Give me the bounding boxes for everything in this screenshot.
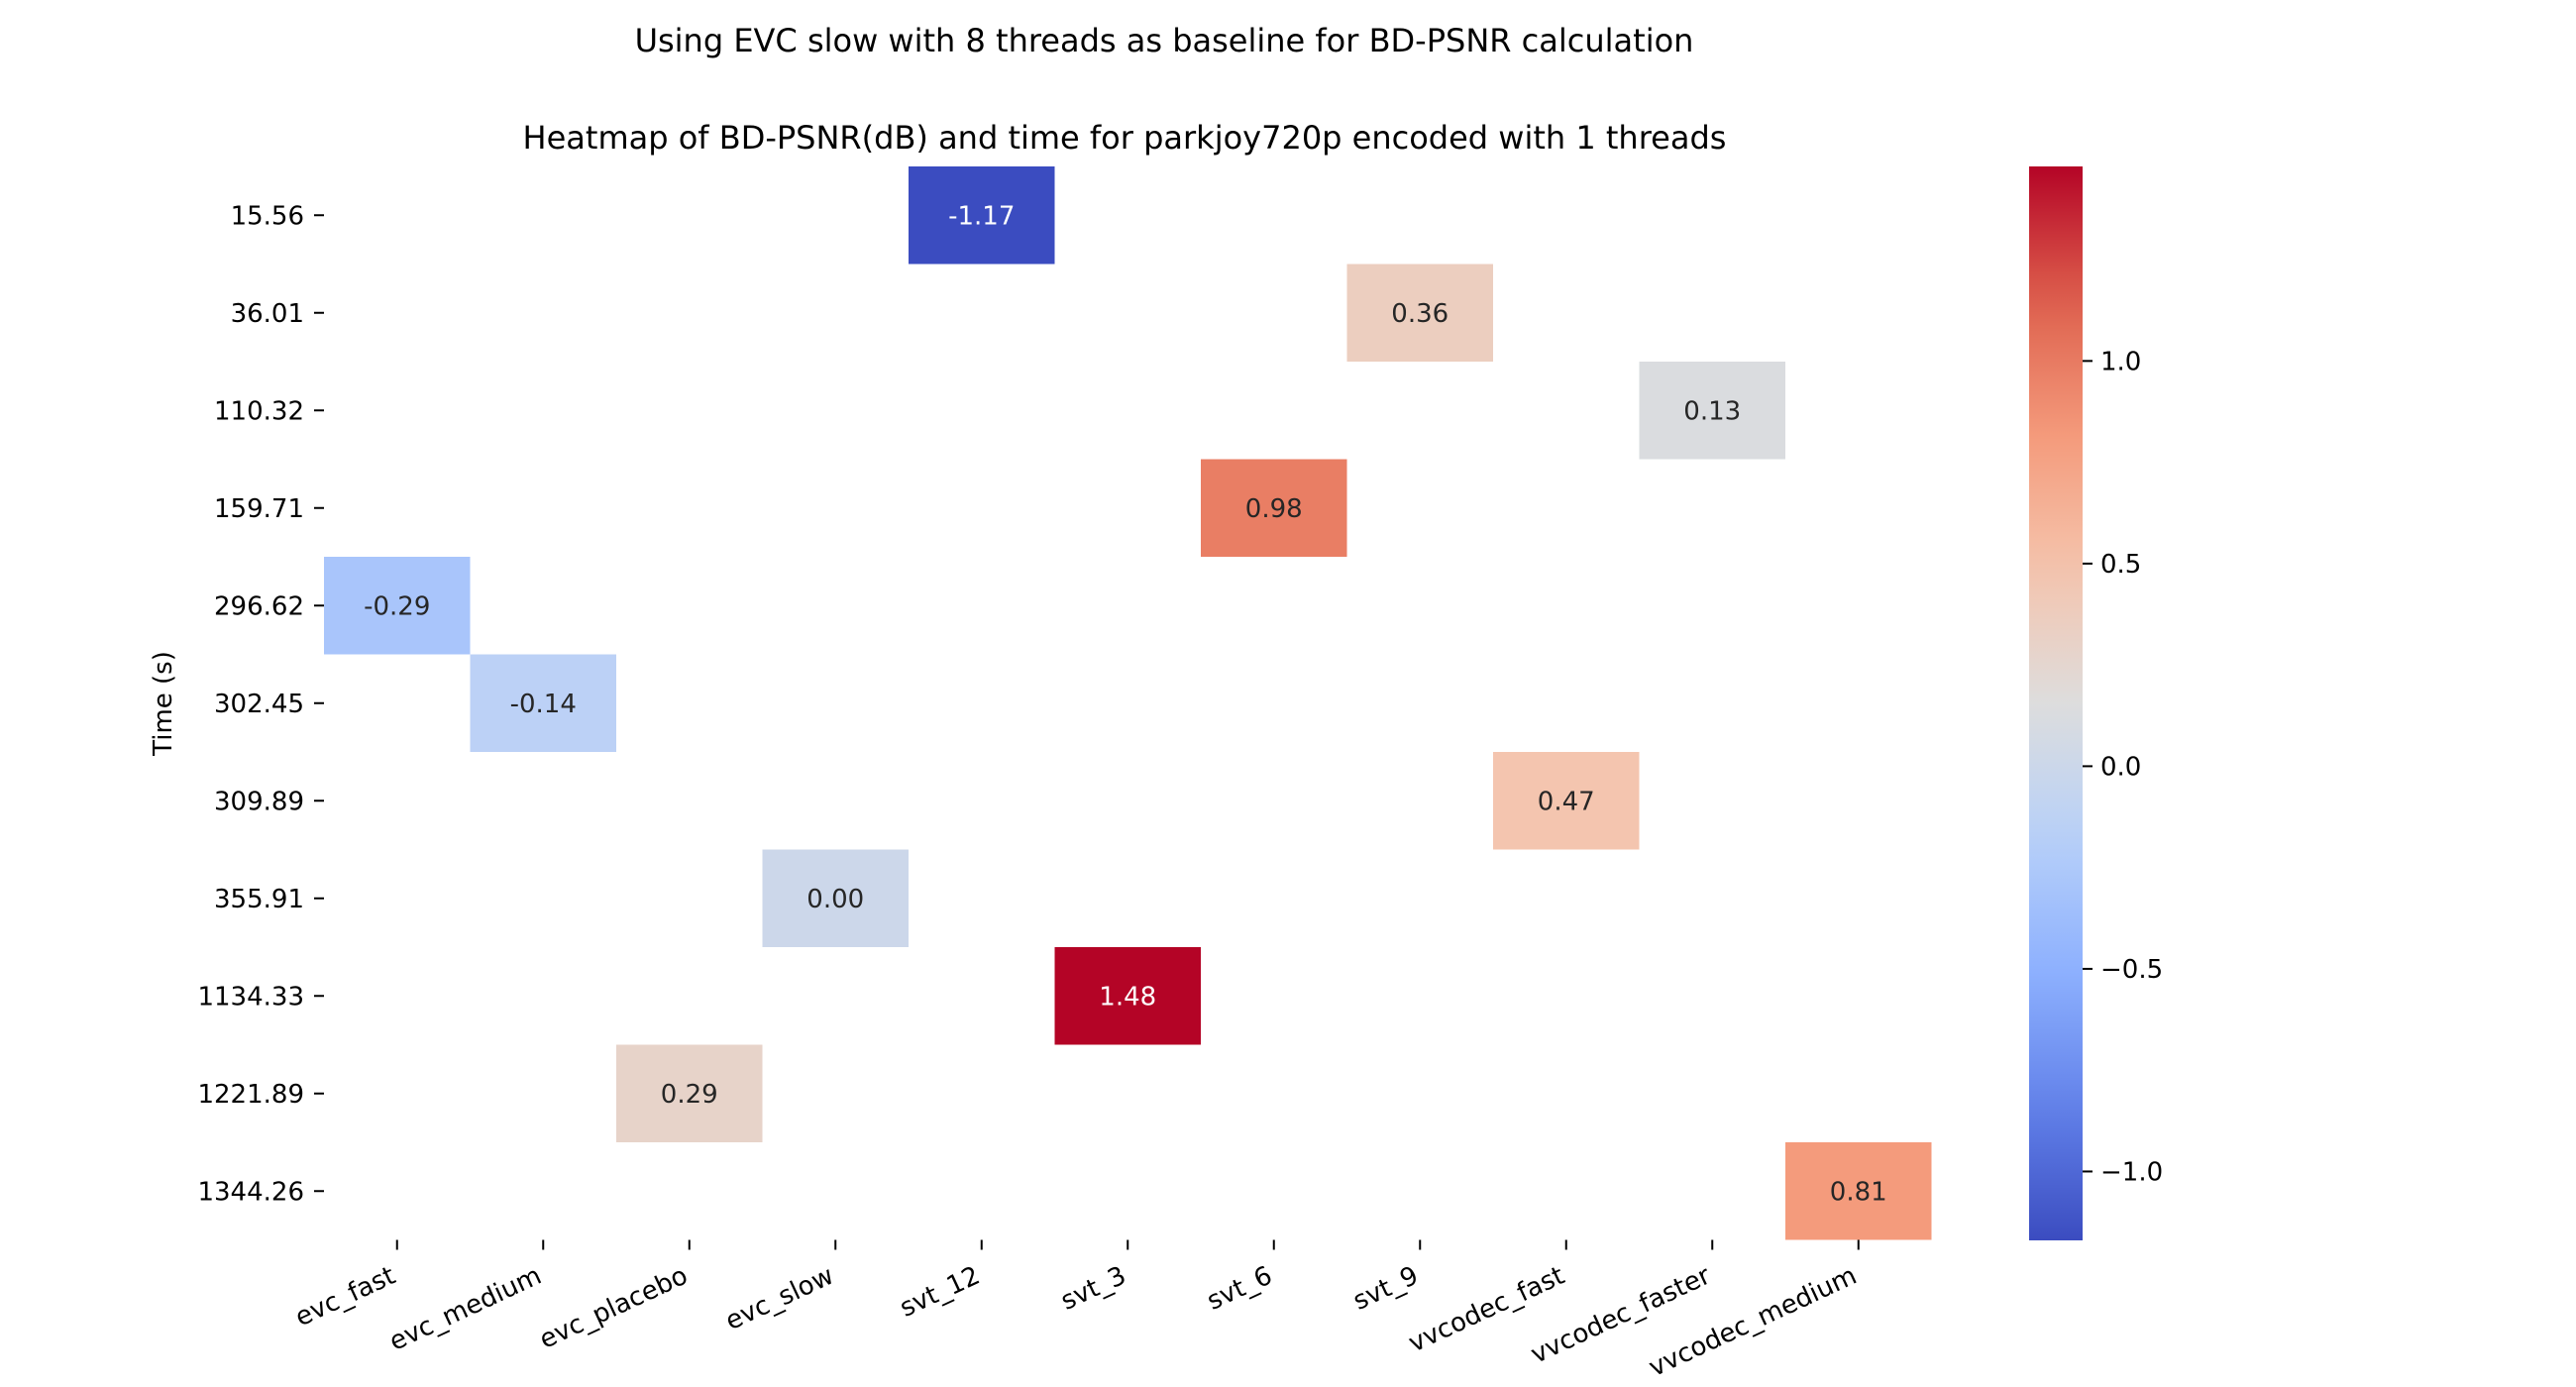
y-tick-label: 309.89 [214, 787, 304, 816]
chart-title: Heatmap of BD-PSNR(dB) and time for park… [523, 119, 1727, 157]
y-tick-label: 296.62 [214, 591, 304, 621]
heatmap-cell-svt_3-1134.33 [1054, 947, 1201, 1045]
y-tick-label: 1221.89 [197, 1080, 304, 1110]
cell-value-label: 0.00 [806, 885, 864, 914]
y-tick-label: 1134.33 [197, 982, 304, 1012]
heatmap-cell-svt_12-15.56 [909, 166, 1055, 265]
x-tick-label: svt_6 [1203, 1261, 1277, 1317]
colorbar-tick-label: 1.0 [2100, 347, 2141, 376]
x-tick-label: evc_fast [291, 1261, 400, 1334]
heatmap-cell-evc_medium-302.45 [470, 654, 616, 752]
y-tick-label: 110.32 [214, 396, 304, 426]
heatmap-cell-evc_slow-355.91 [762, 849, 909, 947]
y-tick-label: 1344.26 [197, 1177, 304, 1207]
cell-value-label: 1.48 [1099, 982, 1156, 1012]
x-tick-label: svt_12 [896, 1261, 985, 1324]
heatmap-cell-svt_6-159.71 [1201, 459, 1347, 557]
y-tick-label: 15.56 [231, 201, 304, 231]
heatmap-cell-vvcodec_faster-110.32 [1639, 362, 1785, 460]
colorbar-tick-label: 0.0 [2100, 752, 2141, 782]
x-tick-label: evc_medium [384, 1261, 546, 1357]
x-tick-label: evc_placebo [535, 1261, 693, 1355]
cell-value-label: 0.98 [1245, 494, 1303, 524]
colorbar-gradient [2029, 166, 2083, 1240]
cell-value-label: -0.14 [510, 690, 577, 719]
cell-value-label: 0.29 [661, 1080, 718, 1110]
cell-value-label: -1.17 [948, 201, 1015, 231]
x-tick-label: evc_slow [721, 1261, 838, 1336]
cell-value-label: 0.13 [1683, 396, 1741, 426]
cell-value-label: 0.36 [1391, 299, 1449, 329]
x-tick-label: svt_3 [1056, 1261, 1130, 1317]
colorbar-tick-label: −0.5 [2100, 955, 2163, 985]
chart-suptitle: Using EVC slow with 8 threads as baselin… [635, 22, 1694, 59]
cell-value-label: -0.29 [364, 591, 430, 621]
x-tick-label: svt_9 [1348, 1261, 1423, 1317]
heatmap-cell-svt_9-36.01 [1346, 264, 1493, 362]
heatmap-cell-evc_placebo-1221.89 [616, 1044, 763, 1142]
y-tick-label: 36.01 [231, 299, 304, 329]
colorbar: −1.0 −0.5 0.0 0.5 1.0 [2029, 166, 2163, 1240]
heatmap-cell-evc_fast-296.62 [324, 557, 471, 655]
y-tick-label: 302.45 [214, 690, 304, 719]
y-axis: 15.56 36.01 110.32 159.71 296.62 302.45 309.89… [197, 201, 324, 1207]
y-axis-label: Time (s) [149, 651, 178, 757]
colorbar-tick-label: 0.5 [2100, 550, 2141, 580]
y-tick-label: 159.71 [214, 494, 304, 524]
colorbar-tick-label: −1.0 [2100, 1157, 2163, 1187]
heatmap-cell-vvcodec_medium-1344.26 [1785, 1142, 1932, 1240]
heatmap-cell-vvcodec_fast-309.89 [1493, 752, 1640, 850]
cell-value-label: 0.81 [1830, 1177, 1887, 1207]
cell-value-label: 0.47 [1538, 787, 1595, 816]
heatmap-cells: -1.17 0.36 0.13 0.98 -0.29 -0.14 0.47 0.00 1.48 0… [324, 166, 1932, 1240]
y-tick-label: 355.91 [214, 885, 304, 914]
